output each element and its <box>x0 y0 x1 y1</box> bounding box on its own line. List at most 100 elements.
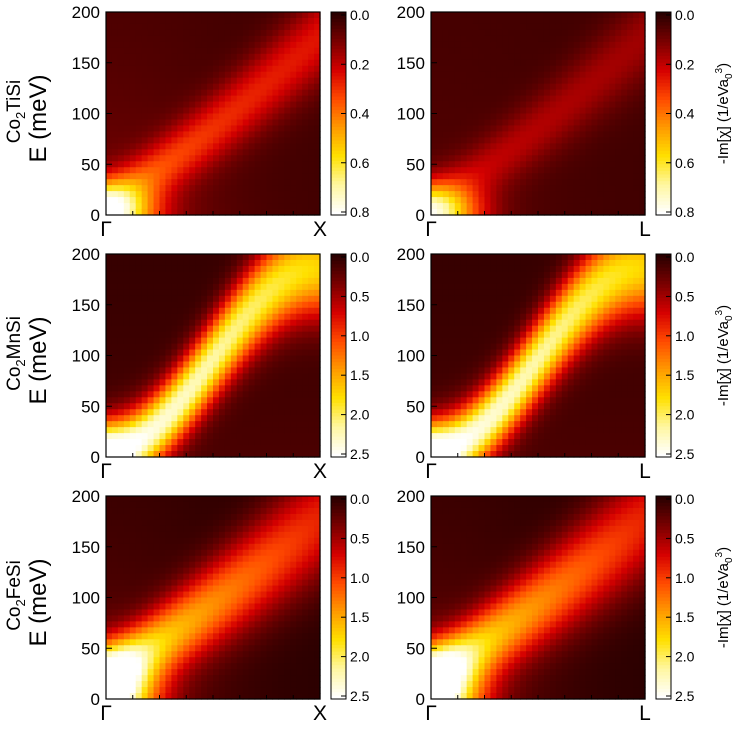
heatmap-cell <box>141 179 149 186</box>
heatmap-cell <box>254 143 262 150</box>
heatmap-cell <box>466 155 474 162</box>
heatmap-cell <box>201 137 208 144</box>
heatmap-cell <box>308 397 315 404</box>
heatmap-cell <box>561 185 569 192</box>
heatmap-cell <box>603 167 610 174</box>
heatmap-cell <box>538 373 545 380</box>
heatmap-cell <box>567 349 575 357</box>
heatmap-cell <box>478 95 486 103</box>
heatmap-cell <box>514 17 521 25</box>
heatmap-cell <box>117 283 125 291</box>
heatmap-cell <box>290 191 297 198</box>
heatmap-cell <box>290 161 297 168</box>
heatmap-cell <box>484 343 492 351</box>
heatmap-cell <box>135 415 143 422</box>
heatmap-cell <box>183 433 190 440</box>
heatmap-cell <box>248 119 256 127</box>
heatmap-cell <box>496 95 503 103</box>
heatmap-cell <box>189 271 196 279</box>
heatmap-cell <box>538 89 545 97</box>
heatmap-cell <box>111 277 119 285</box>
heatmap-cell <box>111 197 119 204</box>
heatmap-cell <box>135 107 143 115</box>
heatmap-cell <box>296 137 303 144</box>
heatmap-cell <box>609 173 616 180</box>
heatmap-cell <box>248 149 256 156</box>
heatmap-cell <box>129 95 137 103</box>
heatmap-cell <box>549 283 557 291</box>
heatmap-cell <box>579 47 587 55</box>
heatmap-cell <box>242 107 250 115</box>
heatmap-cell <box>514 385 521 392</box>
colorbar-segment <box>656 113 671 118</box>
heatmap-cell <box>106 313 113 321</box>
heatmap-cell <box>585 59 593 67</box>
heatmap-cell <box>573 119 581 127</box>
heatmap-cell <box>302 307 309 315</box>
heatmap-cell <box>520 337 527 345</box>
heatmap-cell <box>189 143 196 150</box>
heatmap-cell <box>526 343 533 351</box>
heatmap-cell <box>585 161 593 168</box>
heatmap-cell <box>448 259 456 267</box>
heatmap-cell <box>218 355 226 363</box>
colorbar-segment <box>331 419 346 424</box>
heatmap-cell <box>508 355 515 363</box>
heatmap-cell <box>218 59 226 67</box>
heatmap-cell <box>165 35 172 43</box>
heatmap-cell <box>567 439 575 446</box>
heatmap-cell <box>543 307 551 315</box>
colorbar-segment <box>331 191 346 196</box>
heatmap-cell <box>579 361 587 369</box>
heatmap-cell <box>579 23 587 31</box>
heatmap-cell <box>135 131 143 138</box>
heatmap-cell <box>603 155 610 162</box>
heatmap-cell <box>278 35 285 43</box>
heatmap-cell <box>549 203 557 210</box>
heatmap-cell <box>436 355 444 363</box>
heatmap-cell <box>567 197 575 204</box>
heatmap-cell <box>442 254 450 261</box>
heatmap-cell <box>183 361 190 369</box>
heatmap-cell <box>183 47 190 55</box>
heatmap-cell <box>236 427 244 434</box>
heatmap-cell <box>603 361 610 369</box>
heatmap-cell <box>514 155 521 162</box>
heatmap-cell <box>627 161 634 168</box>
heatmap-cell <box>436 277 444 285</box>
heatmap-cell <box>165 29 172 37</box>
heatmap-cell <box>177 343 184 351</box>
heatmap-cell <box>436 427 444 434</box>
heatmap-cell <box>597 203 604 210</box>
heatmap-cell <box>478 167 486 174</box>
heatmap-cell <box>308 403 315 410</box>
heatmap-cell <box>242 331 250 339</box>
heatmap-cell <box>448 59 456 67</box>
heatmap-cell <box>472 137 480 144</box>
heatmap-cell <box>266 451 274 458</box>
heatmap-cell <box>436 17 444 25</box>
heatmap-cell <box>183 101 190 109</box>
colorbar-segment <box>331 260 346 265</box>
heatmap-cell <box>272 254 279 261</box>
heatmap-cell <box>448 29 456 37</box>
heatmap-cell <box>615 95 622 103</box>
colorbar-segment <box>656 76 671 81</box>
heatmap-cell <box>284 409 291 416</box>
heatmap-cell <box>573 197 581 204</box>
colorbar-segment <box>331 385 346 390</box>
heatmap-cell <box>296 289 303 297</box>
heatmap-cell <box>248 361 256 369</box>
heatmap-cell <box>597 107 604 115</box>
heatmap-cell <box>189 179 196 186</box>
heatmap-cell <box>224 427 232 434</box>
colorbar-segment <box>656 167 671 172</box>
heatmap-cell <box>484 89 492 97</box>
heatmap-cell <box>633 83 640 91</box>
heatmap-cell <box>111 254 119 261</box>
heatmap-cell <box>591 59 599 67</box>
heatmap-cell <box>135 301 143 309</box>
heatmap-cell <box>609 265 616 273</box>
heatmap-cell <box>123 77 131 85</box>
heatmap-cell <box>272 379 279 386</box>
